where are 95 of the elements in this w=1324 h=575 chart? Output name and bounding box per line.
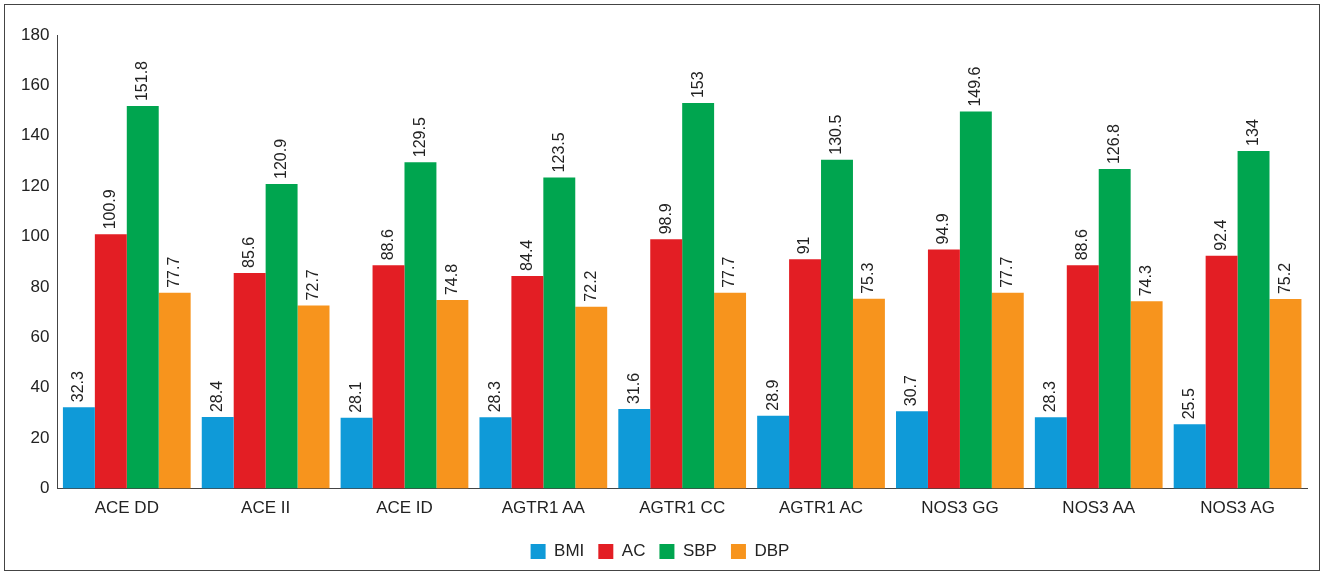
data-label: 31.6 — [624, 372, 642, 404]
x-tick-label: ACE ID — [376, 498, 433, 518]
data-label: 126.8 — [1105, 123, 1123, 165]
x-tick-label: ACE DD — [94, 498, 159, 518]
legend-label: BMI — [554, 541, 585, 561]
legend-label: SBP — [682, 541, 717, 561]
bar — [682, 103, 715, 489]
data-label: 84.4 — [517, 239, 535, 271]
y-tick-label: 40 — [30, 377, 50, 397]
data-label: 77.7 — [165, 256, 183, 288]
data-label: 72.2 — [581, 270, 599, 302]
data-label: 28.9 — [763, 379, 781, 411]
data-label: 149.6 — [966, 66, 984, 107]
y-tick-label: 120 — [20, 175, 50, 195]
bar — [650, 239, 683, 489]
data-label: 77.7 — [998, 256, 1016, 288]
y-tick-label: 100 — [20, 226, 50, 246]
bar — [714, 292, 747, 489]
legend-label: DBP — [754, 541, 790, 561]
data-label: 130.5 — [827, 114, 845, 155]
bar — [126, 106, 159, 489]
bar — [297, 305, 330, 489]
bar — [757, 415, 790, 489]
x-tick-label: AGTR1 CC — [639, 498, 726, 518]
y-tick-label: 0 — [39, 478, 50, 498]
bar — [959, 111, 992, 489]
data-label: 134 — [1243, 119, 1261, 146]
bar — [233, 272, 266, 489]
data-label: 91 — [795, 236, 813, 255]
y-tick-label: 20 — [30, 427, 50, 447]
data-label: 88.6 — [378, 229, 396, 261]
data-label: 30.7 — [902, 374, 920, 407]
x-tick-label: AGTR1 AA — [501, 498, 586, 518]
data-label: 123.5 — [549, 132, 567, 173]
data-label: 88.6 — [1073, 229, 1091, 261]
bar — [1066, 265, 1099, 489]
bar — [896, 411, 928, 489]
bar — [511, 275, 544, 489]
bar — [1237, 150, 1270, 489]
bar — [927, 249, 960, 489]
y-tick-label: 60 — [30, 327, 50, 347]
bar — [1269, 299, 1302, 489]
data-label: 153 — [688, 71, 706, 99]
bar — [991, 292, 1024, 489]
data-label: 100.9 — [101, 189, 119, 230]
data-label: 92.4 — [1212, 219, 1230, 251]
bar — [852, 298, 885, 489]
data-label: 94.9 — [934, 213, 952, 245]
bar — [404, 162, 437, 489]
bar — [575, 306, 608, 489]
data-label: 151.8 — [133, 60, 151, 102]
data-label: 28.3 — [1041, 381, 1059, 413]
bar — [265, 183, 298, 489]
data-label: 75.2 — [1275, 262, 1293, 295]
data-label: 75.3 — [859, 262, 877, 294]
legend-label: AC — [621, 541, 646, 561]
data-label: 77.7 — [720, 256, 738, 288]
bar — [479, 417, 512, 489]
bar — [436, 300, 469, 489]
bar — [94, 234, 127, 489]
data-label: 85.6 — [240, 236, 258, 268]
data-label: 120.9 — [272, 138, 290, 179]
x-tick-label: ACE II — [241, 498, 291, 518]
y-tick-label: 160 — [20, 75, 50, 95]
data-label: 28.1 — [346, 381, 364, 413]
x-tick-label: NOS3 GG — [921, 498, 999, 518]
data-label: 25.5 — [1180, 388, 1198, 420]
data-label: 28.4 — [208, 380, 226, 413]
y-tick-label: 80 — [30, 276, 50, 296]
data-label: 129.5 — [410, 117, 428, 158]
data-label: 28.3 — [485, 381, 503, 413]
x-tick-label: AGTR1 AC — [778, 498, 864, 518]
bar — [821, 159, 853, 489]
bar — [372, 265, 405, 489]
bar — [618, 408, 651, 489]
bar — [201, 417, 234, 489]
bar — [62, 407, 95, 489]
bar — [543, 177, 576, 489]
data-label: 74.8 — [442, 263, 460, 296]
data-label: 98.9 — [656, 203, 674, 235]
bar — [1034, 417, 1067, 489]
bar — [340, 417, 373, 489]
data-label: 74.3 — [1137, 265, 1155, 297]
x-tick-label: NOS3 AA — [1062, 498, 1136, 518]
bar — [158, 292, 191, 489]
bar — [1098, 169, 1131, 489]
data-label: 72.7 — [303, 269, 321, 301]
bar — [1130, 301, 1163, 489]
x-tick-label: NOS3 AG — [1200, 498, 1275, 518]
data-label: 32.3 — [69, 370, 87, 403]
bar — [1173, 424, 1206, 489]
y-tick-label: 180 — [20, 24, 50, 44]
y-tick-label: 140 — [20, 125, 50, 145]
bar — [789, 259, 822, 489]
bar — [1205, 255, 1238, 489]
